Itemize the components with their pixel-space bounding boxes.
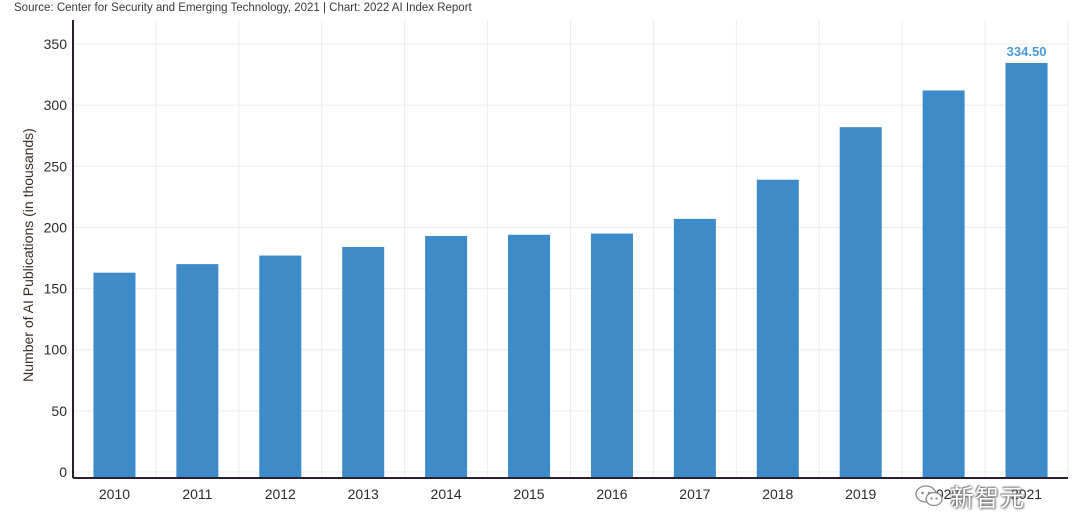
chart-source-note: Source: Center for Security and Emerging… [14,2,472,14]
bar-2011 [176,264,219,478]
x-tick-label: 2016 [596,486,627,502]
x-tick-label: 2012 [265,486,296,502]
bar-2017 [673,218,716,478]
watermark-text: 新智元 [950,484,1025,512]
bar-2010 [93,272,136,478]
bar-2015 [508,234,551,478]
bar-2018 [756,179,799,479]
x-tick-label: 2017 [679,486,710,502]
y-tick-label: 350 [44,36,68,52]
y-tick-label: 300 [44,97,68,113]
bar-2021 [1005,62,1048,478]
y-tick-label: 50 [51,403,67,419]
wechat-icon [915,484,943,506]
x-tick-label: 2011 [182,486,212,502]
data-label: 334.50 [1007,44,1047,59]
x-tick-label: 2013 [348,486,379,502]
x-tick-label: 2010 [99,486,130,502]
bar-2012 [259,255,302,478]
y-tick-label: 200 [44,219,68,235]
x-tick-label: 2015 [513,486,544,502]
x-tick-label: 2021 [1011,486,1042,502]
x-tick-label: 2018 [762,486,793,502]
y-axis-label: Number of AI Publications (in thousands) [20,128,36,382]
bar-2013 [342,246,385,478]
y-tick-label: 250 [44,158,68,174]
y-tick-label: 100 [44,342,68,358]
bar-2019 [839,127,882,478]
x-tick-label: 2014 [431,486,462,502]
watermark: 新智元 [914,478,1025,513]
y-tick-label: 0 [59,464,67,480]
x-tick-label: 2019 [845,486,876,502]
bar-2016 [590,233,633,478]
y-tick-label: 150 [44,281,68,297]
bar-2014 [425,235,468,478]
bar-2020 [922,90,965,479]
